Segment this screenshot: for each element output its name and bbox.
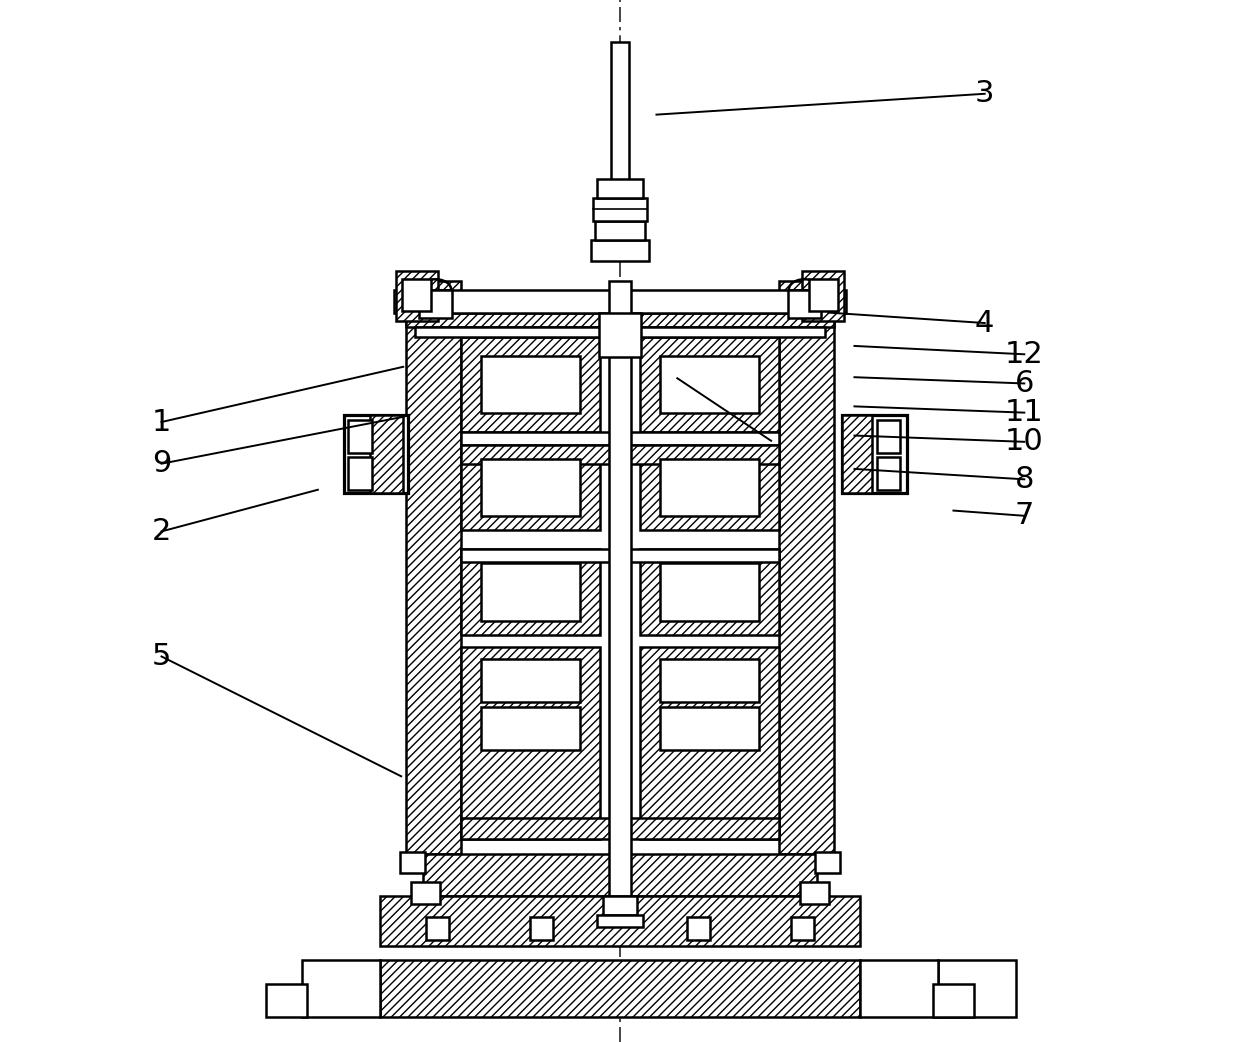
Bar bbox=[842, 416, 872, 494]
Bar bbox=[423, 854, 817, 896]
Bar bbox=[780, 281, 833, 854]
Bar bbox=[604, 896, 636, 915]
Bar bbox=[481, 706, 580, 749]
Bar bbox=[660, 564, 759, 621]
Bar bbox=[800, 882, 830, 904]
Bar bbox=[610, 42, 630, 234]
Bar bbox=[460, 445, 780, 464]
Bar bbox=[419, 290, 453, 318]
Bar bbox=[878, 457, 900, 491]
Bar bbox=[842, 416, 906, 494]
Bar bbox=[460, 337, 600, 432]
Bar bbox=[640, 337, 780, 432]
Bar bbox=[348, 457, 372, 491]
Text: 9: 9 bbox=[151, 449, 171, 478]
Bar bbox=[460, 445, 600, 530]
Text: 10: 10 bbox=[1004, 427, 1044, 456]
Bar bbox=[598, 179, 642, 198]
Bar bbox=[370, 416, 403, 494]
Bar bbox=[640, 549, 780, 635]
Bar bbox=[348, 420, 372, 452]
Bar bbox=[414, 327, 826, 337]
Text: 7: 7 bbox=[1014, 501, 1034, 530]
Bar bbox=[660, 458, 759, 517]
Bar bbox=[423, 290, 448, 298]
Text: 5: 5 bbox=[151, 642, 171, 671]
Text: 2: 2 bbox=[151, 517, 171, 546]
Bar bbox=[640, 445, 780, 530]
Bar bbox=[640, 647, 780, 839]
Bar bbox=[660, 660, 759, 702]
Bar bbox=[598, 915, 642, 927]
Bar bbox=[792, 290, 817, 298]
Bar bbox=[303, 960, 381, 1017]
Bar bbox=[802, 271, 844, 321]
Bar bbox=[808, 279, 838, 311]
Bar bbox=[427, 917, 449, 940]
Bar bbox=[593, 198, 647, 221]
Bar bbox=[394, 290, 846, 313]
Bar bbox=[859, 960, 937, 1017]
Bar bbox=[599, 313, 641, 357]
Bar bbox=[396, 271, 438, 321]
Text: 4: 4 bbox=[975, 308, 994, 338]
Bar bbox=[410, 882, 440, 904]
Bar bbox=[787, 290, 821, 318]
Bar bbox=[878, 420, 900, 452]
Bar bbox=[531, 917, 553, 940]
Bar bbox=[660, 706, 759, 749]
Bar bbox=[407, 313, 833, 327]
Bar bbox=[402, 279, 432, 311]
Text: 1: 1 bbox=[151, 407, 171, 437]
Bar bbox=[381, 960, 859, 1017]
Bar bbox=[932, 984, 975, 1017]
Bar bbox=[381, 896, 859, 946]
Bar bbox=[481, 355, 580, 413]
Bar bbox=[460, 647, 600, 839]
Text: 3: 3 bbox=[975, 79, 994, 108]
Bar bbox=[460, 432, 780, 445]
Bar bbox=[481, 458, 580, 517]
Bar bbox=[460, 549, 600, 635]
Text: 6: 6 bbox=[1014, 369, 1034, 398]
Bar bbox=[609, 281, 631, 896]
Bar bbox=[595, 221, 645, 240]
Bar bbox=[660, 355, 759, 413]
Bar bbox=[460, 818, 780, 839]
Bar bbox=[407, 281, 460, 854]
Bar bbox=[401, 852, 425, 873]
Bar bbox=[687, 917, 709, 940]
Bar bbox=[791, 917, 813, 940]
Text: 12: 12 bbox=[1004, 340, 1044, 369]
Bar bbox=[481, 564, 580, 621]
Text: 11: 11 bbox=[1004, 398, 1044, 427]
Bar bbox=[481, 660, 580, 702]
Bar bbox=[265, 984, 308, 1017]
Text: 8: 8 bbox=[1014, 465, 1034, 494]
Bar bbox=[590, 240, 650, 260]
Bar bbox=[937, 960, 1016, 1017]
Bar bbox=[815, 852, 839, 873]
Bar bbox=[343, 416, 408, 494]
Bar bbox=[460, 549, 780, 562]
